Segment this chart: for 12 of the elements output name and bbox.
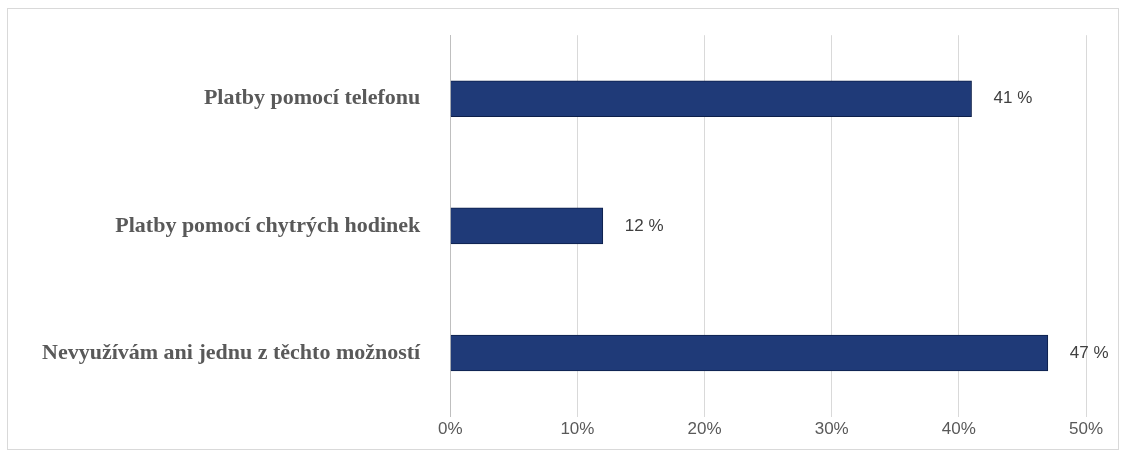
data-label: 41 % bbox=[993, 88, 1033, 108]
x-tick-label: 40% bbox=[941, 419, 976, 439]
x-tick-label: 0% bbox=[437, 419, 463, 439]
y-tick-label: Platby pomocí telefonu bbox=[203, 84, 421, 110]
x-tick-label: 20% bbox=[687, 419, 722, 439]
data-label: 47 % bbox=[1069, 342, 1109, 362]
x-tick-label: 30% bbox=[814, 419, 849, 439]
x-tick-label: 50% bbox=[1068, 419, 1104, 439]
x-tick-label: 10% bbox=[560, 419, 595, 439]
data-label: 12 % bbox=[624, 215, 664, 235]
y-tick-label: Platby pomocí chytrých hodinek bbox=[115, 211, 421, 237]
y-tick-label: Nevyužívám ani jednu z těchto možností bbox=[41, 338, 422, 364]
